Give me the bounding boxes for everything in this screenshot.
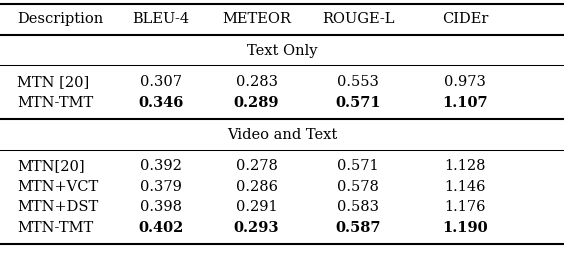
Text: 0.286: 0.286 [236,180,277,194]
Text: Video and Text: Video and Text [227,128,337,142]
Text: 0.283: 0.283 [236,75,277,89]
Text: CIDEr: CIDEr [442,12,488,26]
Text: 0.278: 0.278 [236,159,277,173]
Text: Description: Description [17,12,103,26]
Text: 1.176: 1.176 [444,200,486,214]
Text: 0.346: 0.346 [138,96,183,110]
Text: 0.402: 0.402 [138,221,183,235]
Text: 0.571: 0.571 [336,96,381,110]
Text: MTN-TMT: MTN-TMT [17,221,93,235]
Text: 0.307: 0.307 [140,75,182,89]
Text: 0.578: 0.578 [337,180,379,194]
Text: 0.293: 0.293 [234,221,279,235]
Text: 1.107: 1.107 [443,96,488,110]
Text: 0.392: 0.392 [140,159,182,173]
Text: 0.291: 0.291 [236,200,277,214]
Text: BLEU-4: BLEU-4 [132,12,190,26]
Text: MTN+VCT: MTN+VCT [17,180,98,194]
Text: ROUGE-L: ROUGE-L [322,12,394,26]
Text: MTN-TMT: MTN-TMT [17,96,93,110]
Text: 1.128: 1.128 [444,159,486,173]
Text: 0.583: 0.583 [337,200,379,214]
Text: Text Only: Text Only [247,44,317,58]
Text: 0.289: 0.289 [234,96,279,110]
Text: METEOR: METEOR [222,12,291,26]
Text: 0.398: 0.398 [140,200,182,214]
Text: MTN [20]: MTN [20] [17,75,89,89]
Text: 1.190: 1.190 [443,221,488,235]
Text: 0.973: 0.973 [444,75,486,89]
Text: 0.571: 0.571 [337,159,379,173]
Text: MTN+DST: MTN+DST [17,200,98,214]
Text: 0.587: 0.587 [336,221,381,235]
Text: 0.379: 0.379 [140,180,182,194]
Text: 1.146: 1.146 [444,180,486,194]
Text: MTN[20]: MTN[20] [17,159,85,173]
Text: 0.553: 0.553 [337,75,379,89]
